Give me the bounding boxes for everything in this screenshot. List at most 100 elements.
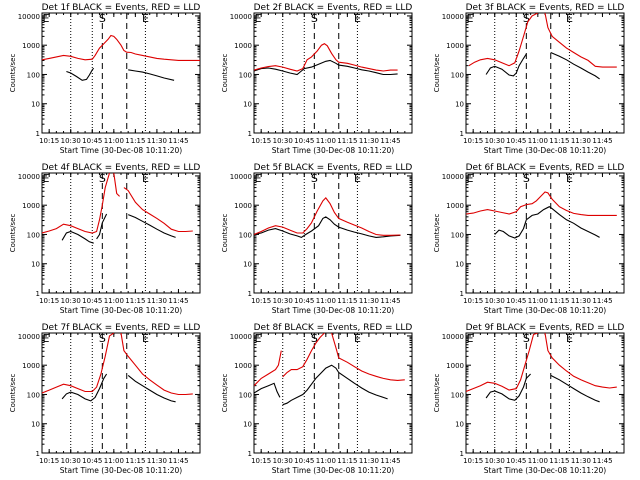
chart-title: Det 9f BLACK = Events, RED = LLD [466, 323, 625, 333]
x-tick-label: 11:15 [125, 297, 145, 305]
x-tick-label: 11:45 [380, 457, 400, 465]
y-axis-label: Counts/sec [9, 214, 17, 253]
x-tick-label: 10:45 [506, 457, 526, 465]
lld-series-line [466, 333, 538, 393]
y-tick-label: 100 [27, 391, 40, 399]
x-tick-label: 11:45 [168, 297, 188, 305]
y-tick-label: 10 [455, 421, 464, 429]
x-tick-label: 11:15 [337, 457, 357, 465]
x-tick-label: 11:00 [528, 297, 548, 305]
lld-series-line [466, 191, 617, 216]
x-tick-label: 10:15 [463, 297, 483, 305]
y-tick-label: 100 [239, 231, 252, 239]
x-tick-label: 11:30 [571, 297, 591, 305]
plot-frame [253, 172, 413, 294]
x-tick-label: 11:45 [592, 137, 612, 145]
edge-marker-label: E [255, 332, 262, 345]
x-tick-label: 11:30 [359, 457, 379, 465]
y-axis-label: Counts/sec [221, 214, 229, 253]
events-series-line [282, 364, 388, 406]
end-marker-label: E [142, 332, 149, 345]
series-layer [466, 191, 617, 239]
x-tick-label: 11:00 [104, 297, 124, 305]
x-tick-label: 11:15 [337, 297, 357, 305]
events-series-line [66, 67, 95, 81]
chart-title: Det 3f BLACK = Events, RED = LLD [466, 3, 625, 13]
lld-series-line [42, 34, 200, 61]
x-axis-label: Start Time (30-Dec-08 10:11:20) [484, 146, 606, 155]
lld-series-line [254, 43, 398, 72]
x-axis-label: Start Time (30-Dec-08 10:11:20) [272, 146, 394, 155]
x-tick-label: 11:00 [528, 137, 548, 145]
y-tick-label: 100 [27, 71, 40, 79]
x-tick-label: 11:00 [104, 137, 124, 145]
events-series-line [550, 51, 600, 80]
series-layer [254, 43, 398, 76]
x-tick-label: 10:45 [82, 297, 102, 305]
x-tick-label: 11:30 [147, 297, 167, 305]
plot-frame [465, 172, 625, 294]
x-tick-label: 10:30 [61, 297, 81, 305]
series-layer [466, 333, 617, 403]
x-tick-label: 10:30 [485, 457, 505, 465]
end-marker-label: E [142, 12, 149, 25]
lld-series-line [42, 173, 111, 234]
x-tick-label: 11:15 [549, 137, 569, 145]
y-tick-label: 10000 [442, 173, 464, 181]
events-series-line [485, 53, 527, 77]
lld-series-line [42, 333, 115, 394]
end-marker-label: E [566, 12, 573, 25]
y-tick-label: 100 [239, 71, 252, 79]
series-layer [42, 333, 193, 403]
y-tick-label: 1 [248, 290, 252, 298]
events-series-line [96, 213, 108, 240]
end-marker-label: E [566, 172, 573, 185]
lld-series-line [544, 13, 617, 68]
chart-title: Det 5f BLACK = Events, RED = LLD [254, 163, 413, 173]
y-tick-label: 1000 [446, 202, 464, 210]
x-tick-label: 10:45 [82, 457, 102, 465]
y-tick-label: 10000 [442, 333, 464, 341]
x-tick-label: 10:30 [485, 137, 505, 145]
series-layer [468, 13, 617, 80]
x-tick-label: 11:15 [549, 457, 569, 465]
y-tick-label: 1 [460, 290, 464, 298]
y-tick-label: 10000 [18, 173, 40, 181]
edge-marker-label: E [255, 172, 262, 185]
end-marker-label: E [142, 172, 149, 185]
start-marker-label: S [99, 172, 106, 185]
lld-series-line [468, 13, 539, 67]
y-axis-label: Counts/sec [9, 54, 17, 93]
y-axis-label: Counts/sec [221, 54, 229, 93]
x-tick-label: 10:30 [61, 137, 81, 145]
lld-series-line [282, 333, 325, 378]
y-tick-label: 100 [451, 391, 464, 399]
x-tick-label: 10:30 [273, 457, 293, 465]
lld-series-line [120, 333, 193, 396]
y-axis-label: Counts/sec [433, 214, 441, 253]
x-tick-label: 10:15 [251, 457, 271, 465]
x-tick-label: 11:30 [571, 137, 591, 145]
x-tick-label: 11:15 [549, 297, 569, 305]
x-tick-label: 11:30 [147, 457, 167, 465]
y-tick-label: 1 [460, 130, 464, 138]
y-tick-label: 1 [36, 450, 40, 458]
y-tick-label: 10 [243, 421, 252, 429]
lld-series-line [544, 333, 617, 389]
lld-series-line [254, 350, 282, 387]
y-tick-label: 10000 [230, 173, 252, 181]
x-tick-label: 11:15 [125, 137, 145, 145]
x-tick-label: 11:45 [380, 297, 400, 305]
y-tick-label: 10000 [230, 333, 252, 341]
start-marker-label: S [523, 332, 530, 345]
lld-series-line [331, 333, 405, 381]
y-tick-label: 1000 [234, 202, 252, 210]
x-tick-label: 10:15 [463, 137, 483, 145]
edge-marker-label: E [43, 12, 50, 25]
y-axis-label: Counts/sec [433, 54, 441, 93]
x-tick-label: 11:45 [592, 297, 612, 305]
lld-series-line [113, 173, 120, 197]
